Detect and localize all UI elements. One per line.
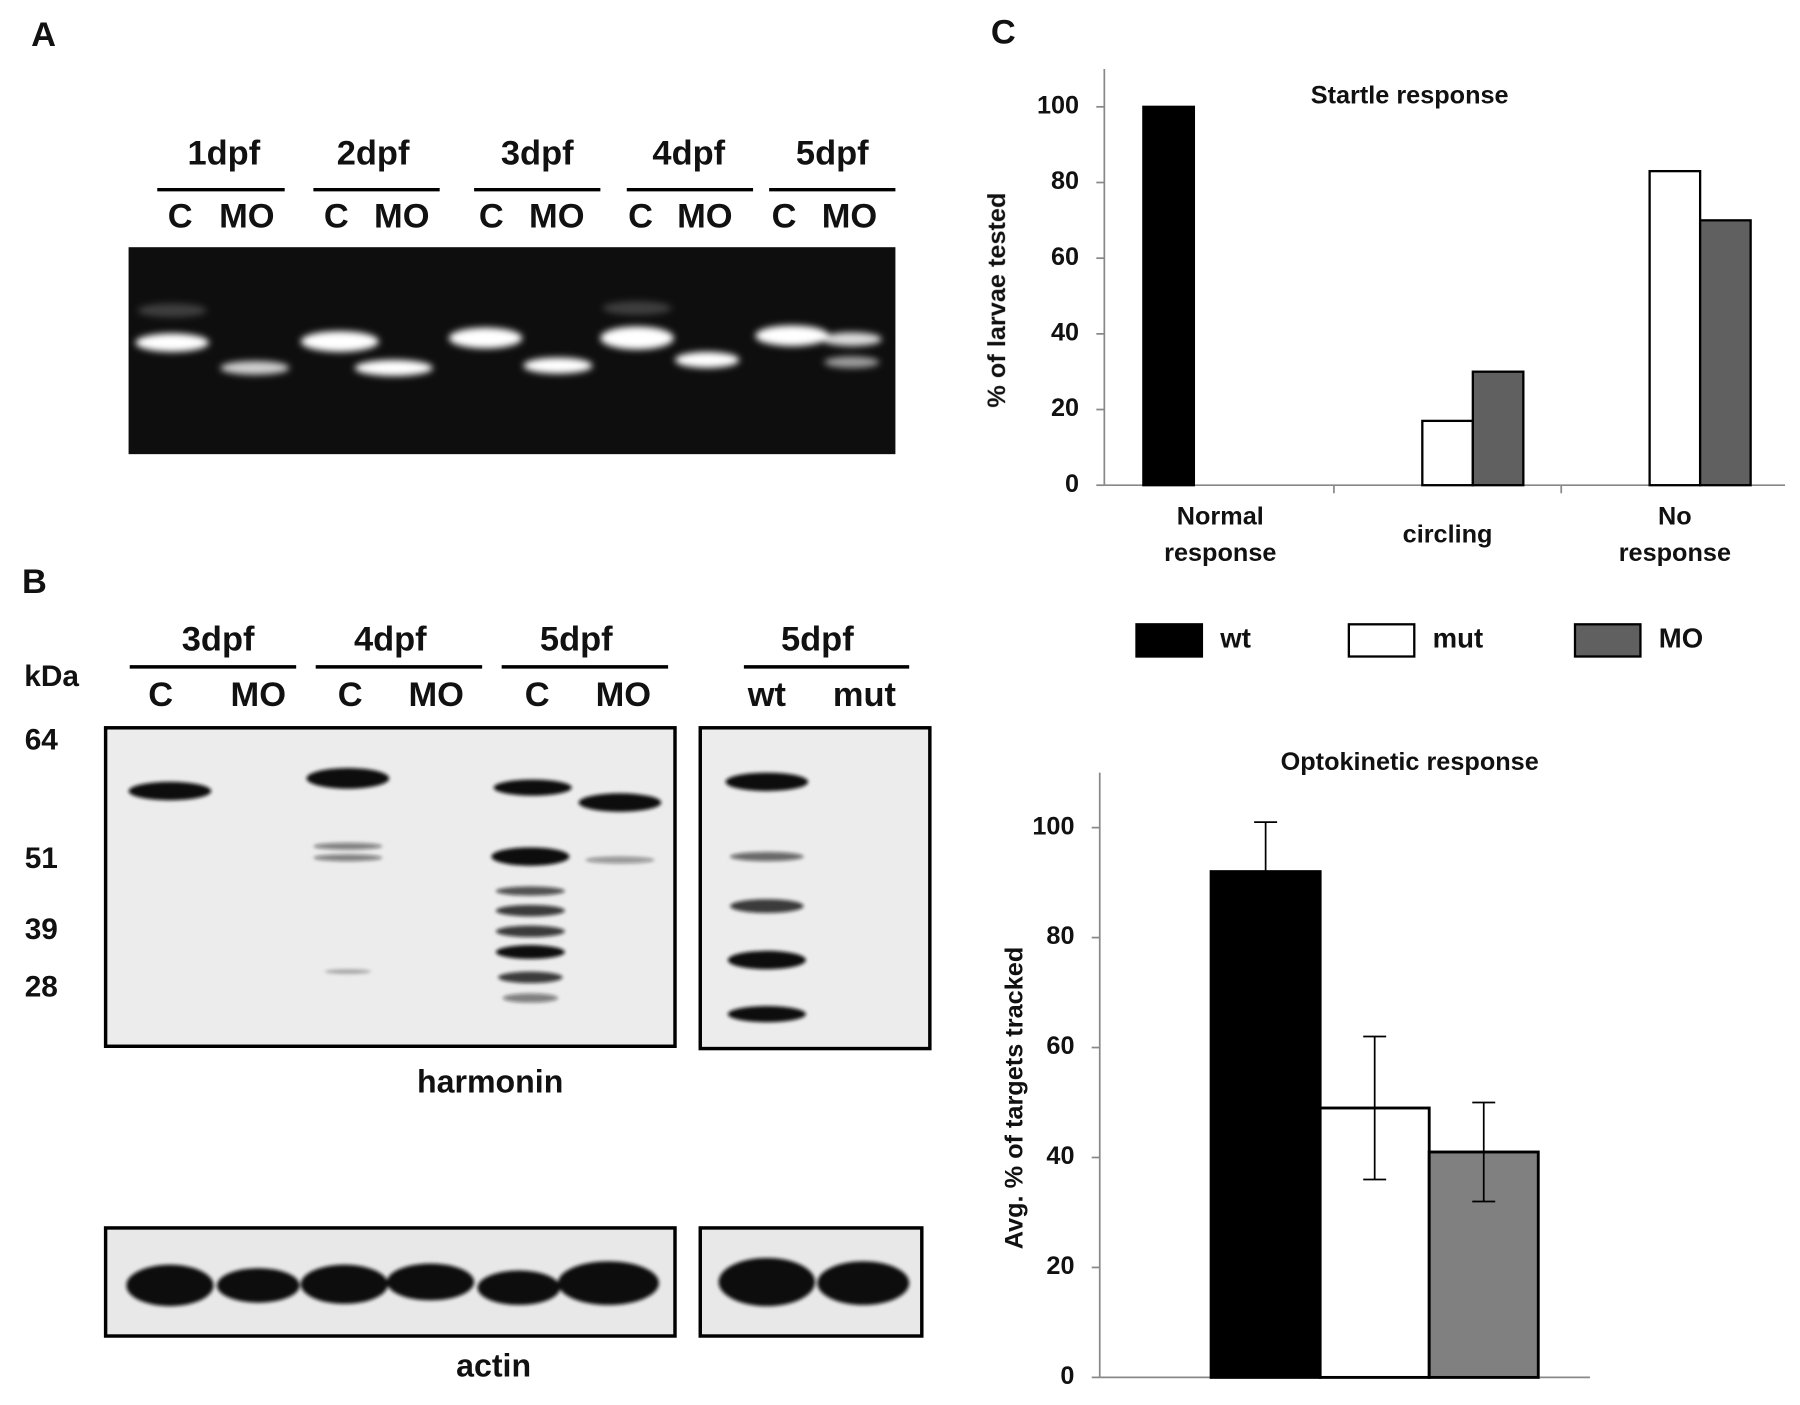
x-tick-label: circling [1403, 520, 1493, 548]
bar [1421, 419, 1474, 487]
stage-label: 3dpf [182, 621, 255, 659]
lane-label: C [168, 198, 193, 236]
lane-label: C [479, 198, 504, 236]
stage-label: 5dpf [781, 621, 854, 659]
marker-label: 28 [25, 971, 58, 1004]
lane-label: C [338, 676, 363, 714]
blot-b [103, 726, 932, 1338]
marker-label: 64 [25, 723, 59, 756]
chart-title: Optokinetic response [1281, 748, 1539, 776]
bar [1471, 370, 1525, 487]
y-tick-label: 80 [1046, 922, 1074, 950]
y-tick-label: 80 [1051, 167, 1079, 195]
stage-label: 5dpf [540, 621, 613, 659]
lane-label: MO [231, 676, 286, 714]
lane-label: MO [677, 198, 732, 236]
y-tick-label: 100 [1037, 91, 1079, 119]
panel-label: A [31, 16, 56, 54]
lane-label: C [772, 198, 797, 236]
stage-label: 1dpf [188, 134, 261, 172]
stage-label: 4dpf [652, 134, 725, 172]
x-tick-label: Normal response [1164, 502, 1276, 567]
gel-bands [135, 301, 882, 376]
legend-label: wt [1219, 623, 1251, 654]
y-axis-label: % of larvae tested [983, 193, 1011, 408]
blot-bands [126, 768, 910, 1307]
legend-swatch [1573, 623, 1642, 658]
lane-label: MO [822, 198, 877, 236]
bar [1698, 219, 1752, 487]
legend-swatch [1347, 623, 1416, 658]
bar [1142, 105, 1196, 487]
y-tick-label: 100 [1032, 812, 1074, 840]
marker-label: 39 [25, 913, 58, 946]
lane-label: C [324, 198, 349, 236]
x-tick-label: No response [1619, 502, 1731, 567]
lane-label: MO [374, 198, 429, 236]
gel-a [128, 247, 896, 455]
blot-label: harmonin [417, 1064, 563, 1100]
y-tick-label: 0 [1065, 470, 1079, 498]
lane-label: C [525, 676, 550, 714]
legend-label: mut [1433, 623, 1483, 654]
y-axis-label: Avg. % of targets tracked [1001, 947, 1029, 1250]
y-tick-label: 20 [1046, 1252, 1074, 1280]
y-tick-label: 40 [1046, 1142, 1074, 1170]
lane-label: wt [747, 676, 787, 714]
marker-label: 51 [25, 842, 58, 875]
lane-label: mut [833, 676, 897, 714]
legend-swatch [1135, 623, 1204, 658]
y-tick-label: 40 [1051, 319, 1079, 347]
stage-label: 2dpf [337, 134, 410, 172]
stage-label: 3dpf [501, 134, 574, 172]
blot-label: actin [456, 1348, 531, 1384]
chart-title: Startle response [1311, 81, 1509, 109]
y-tick-label: 0 [1060, 1362, 1074, 1390]
stage-label: 5dpf [796, 134, 869, 172]
bar [1648, 169, 1702, 487]
lane-label: MO [408, 676, 463, 714]
lane-label: MO [529, 198, 584, 236]
bar [1209, 870, 1322, 1379]
lane-label: MO [219, 198, 274, 236]
gel [128, 247, 896, 455]
unit-label: kDa [24, 660, 79, 693]
panel-label: C [991, 14, 1016, 52]
legend-label: MO [1659, 623, 1703, 654]
blot [103, 726, 677, 1049]
y-tick-label: 60 [1051, 243, 1079, 271]
stage-label: 4dpf [354, 621, 427, 659]
lane-label: C [628, 198, 653, 236]
lane-label: MO [596, 676, 651, 714]
blot [698, 726, 932, 1051]
y-tick-label: 20 [1051, 394, 1079, 422]
panel-label: B [22, 563, 47, 601]
lane-label: C [148, 676, 173, 714]
y-tick-label: 60 [1046, 1032, 1074, 1060]
